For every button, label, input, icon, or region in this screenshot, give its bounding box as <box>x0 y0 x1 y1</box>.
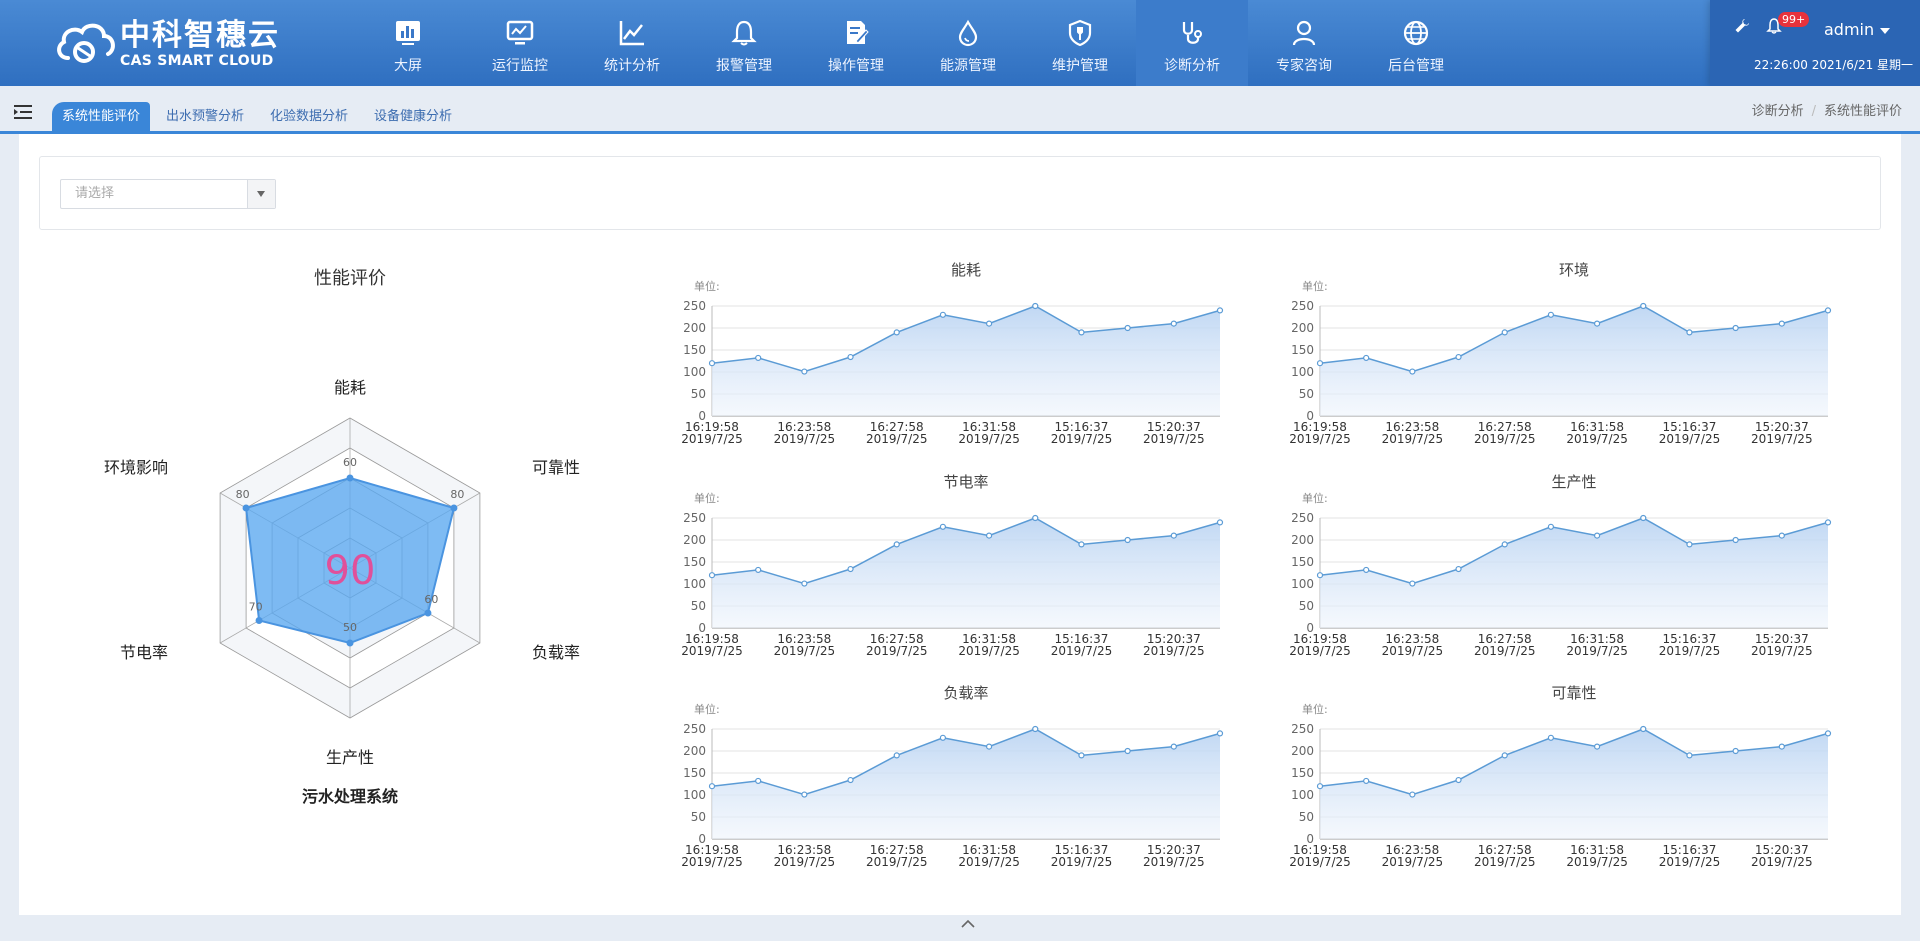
nav-label: 统计分析 <box>604 58 660 74</box>
logo-english-text: CAS SMART CLOUD <box>120 52 274 69</box>
tab-lab-data[interactable]: 化验数据分析 <box>270 109 349 124</box>
tab-performance[interactable]: 系统性能评价 <box>52 102 151 131</box>
nav-label: 维护管理 <box>1052 58 1108 74</box>
nav-item-expert[interactable]: 专家咨询 <box>1248 0 1360 86</box>
top-navigation-bar: 中科智穗云 CAS SMART CLOUD 大屏 运行监控 统计分析 报警管理 … <box>0 0 1920 86</box>
drop-icon <box>958 19 978 47</box>
nav-label: 报警管理 <box>716 58 772 74</box>
logo[interactable]: 中科智穗云 CAS SMART CLOUD <box>54 18 280 70</box>
nav-item-maintenance[interactable]: 维护管理 <box>1024 0 1136 86</box>
nav-item-backend[interactable]: 后台管理 <box>1360 0 1472 86</box>
edit-doc-icon <box>847 21 869 44</box>
chevron-up-icon[interactable] <box>958 918 978 930</box>
nav-item-monitor[interactable]: 运行监控 <box>464 0 576 86</box>
wrench-shield-icon <box>1068 19 1092 47</box>
nav-label: 专家咨询 <box>1276 58 1332 74</box>
chevron-down-icon <box>1880 27 1891 34</box>
nav-item-statistics[interactable]: 统计分析 <box>576 0 688 86</box>
cloud-logo-icon <box>57 23 115 63</box>
nav-item-alarm[interactable]: 报警管理 <box>688 0 800 86</box>
nav-item-dashboard[interactable]: 大屏 <box>352 0 464 86</box>
menu-toggle-icon[interactable] <box>14 104 32 120</box>
logo-chinese-text: 中科智穗云 <box>120 17 280 53</box>
user-icon <box>1292 20 1316 46</box>
bar-chart-icon <box>396 21 420 45</box>
tab-underline <box>0 131 1920 134</box>
nav-label: 运行监控 <box>492 58 548 74</box>
clock-text: 22:26:00 2021/6/21 星期一 <box>1754 58 1914 72</box>
bell-icon <box>731 20 757 46</box>
tab-equipment-health[interactable]: 设备健康分析 <box>374 109 453 124</box>
nav-label: 大屏 <box>394 58 422 74</box>
monitor-icon <box>506 20 534 45</box>
wrench-icon[interactable] <box>1734 18 1750 34</box>
notification-bell-icon[interactable] <box>1766 18 1782 34</box>
tab-bar <box>0 86 1920 134</box>
breadcrumb-current: 系统性能评价 <box>1823 104 1902 119</box>
nav-item-operation[interactable]: 操作管理 <box>800 0 912 86</box>
user-menu[interactable]: admin <box>1824 20 1891 39</box>
stethoscope-icon <box>1182 22 1202 44</box>
breadcrumb-item[interactable]: 诊断分析 <box>1751 104 1804 119</box>
nav-label: 操作管理 <box>828 58 884 74</box>
nav-item-energy[interactable]: 能源管理 <box>912 0 1024 86</box>
nav-label: 后台管理 <box>1388 58 1444 74</box>
notification-badge: 99+ <box>1778 12 1810 27</box>
username-text: admin <box>1824 20 1875 39</box>
line-chart-icon <box>619 21 644 46</box>
page-tabs: 系统性能评价 出水预警分析 化验数据分析 设备健康分析 <box>52 102 468 131</box>
system-select[interactable]: 请选择 <box>60 179 276 209</box>
breadcrumb: 诊断分析 / 系统性能评价 <box>1751 104 1902 119</box>
main-content: 请选择 <box>19 134 1901 915</box>
nav-label: 诊断分析 <box>1164 58 1220 74</box>
user-panel: 99+ admin 22:26:00 2021/6/21 星期一 <box>1710 0 1920 86</box>
dropdown-arrow-icon[interactable] <box>247 180 275 208</box>
main-nav: 大屏 运行监控 统计分析 报警管理 操作管理 能源管理 维护管理 诊断分析 <box>352 0 1472 86</box>
nav-item-diagnosis[interactable]: 诊断分析 <box>1136 0 1248 86</box>
filter-panel: 请选择 <box>39 156 1881 230</box>
tab-effluent-warning[interactable]: 出水预警分析 <box>166 109 245 124</box>
select-placeholder: 请选择 <box>75 186 115 201</box>
globe-icon <box>1403 20 1429 46</box>
nav-label: 能源管理 <box>940 58 996 74</box>
